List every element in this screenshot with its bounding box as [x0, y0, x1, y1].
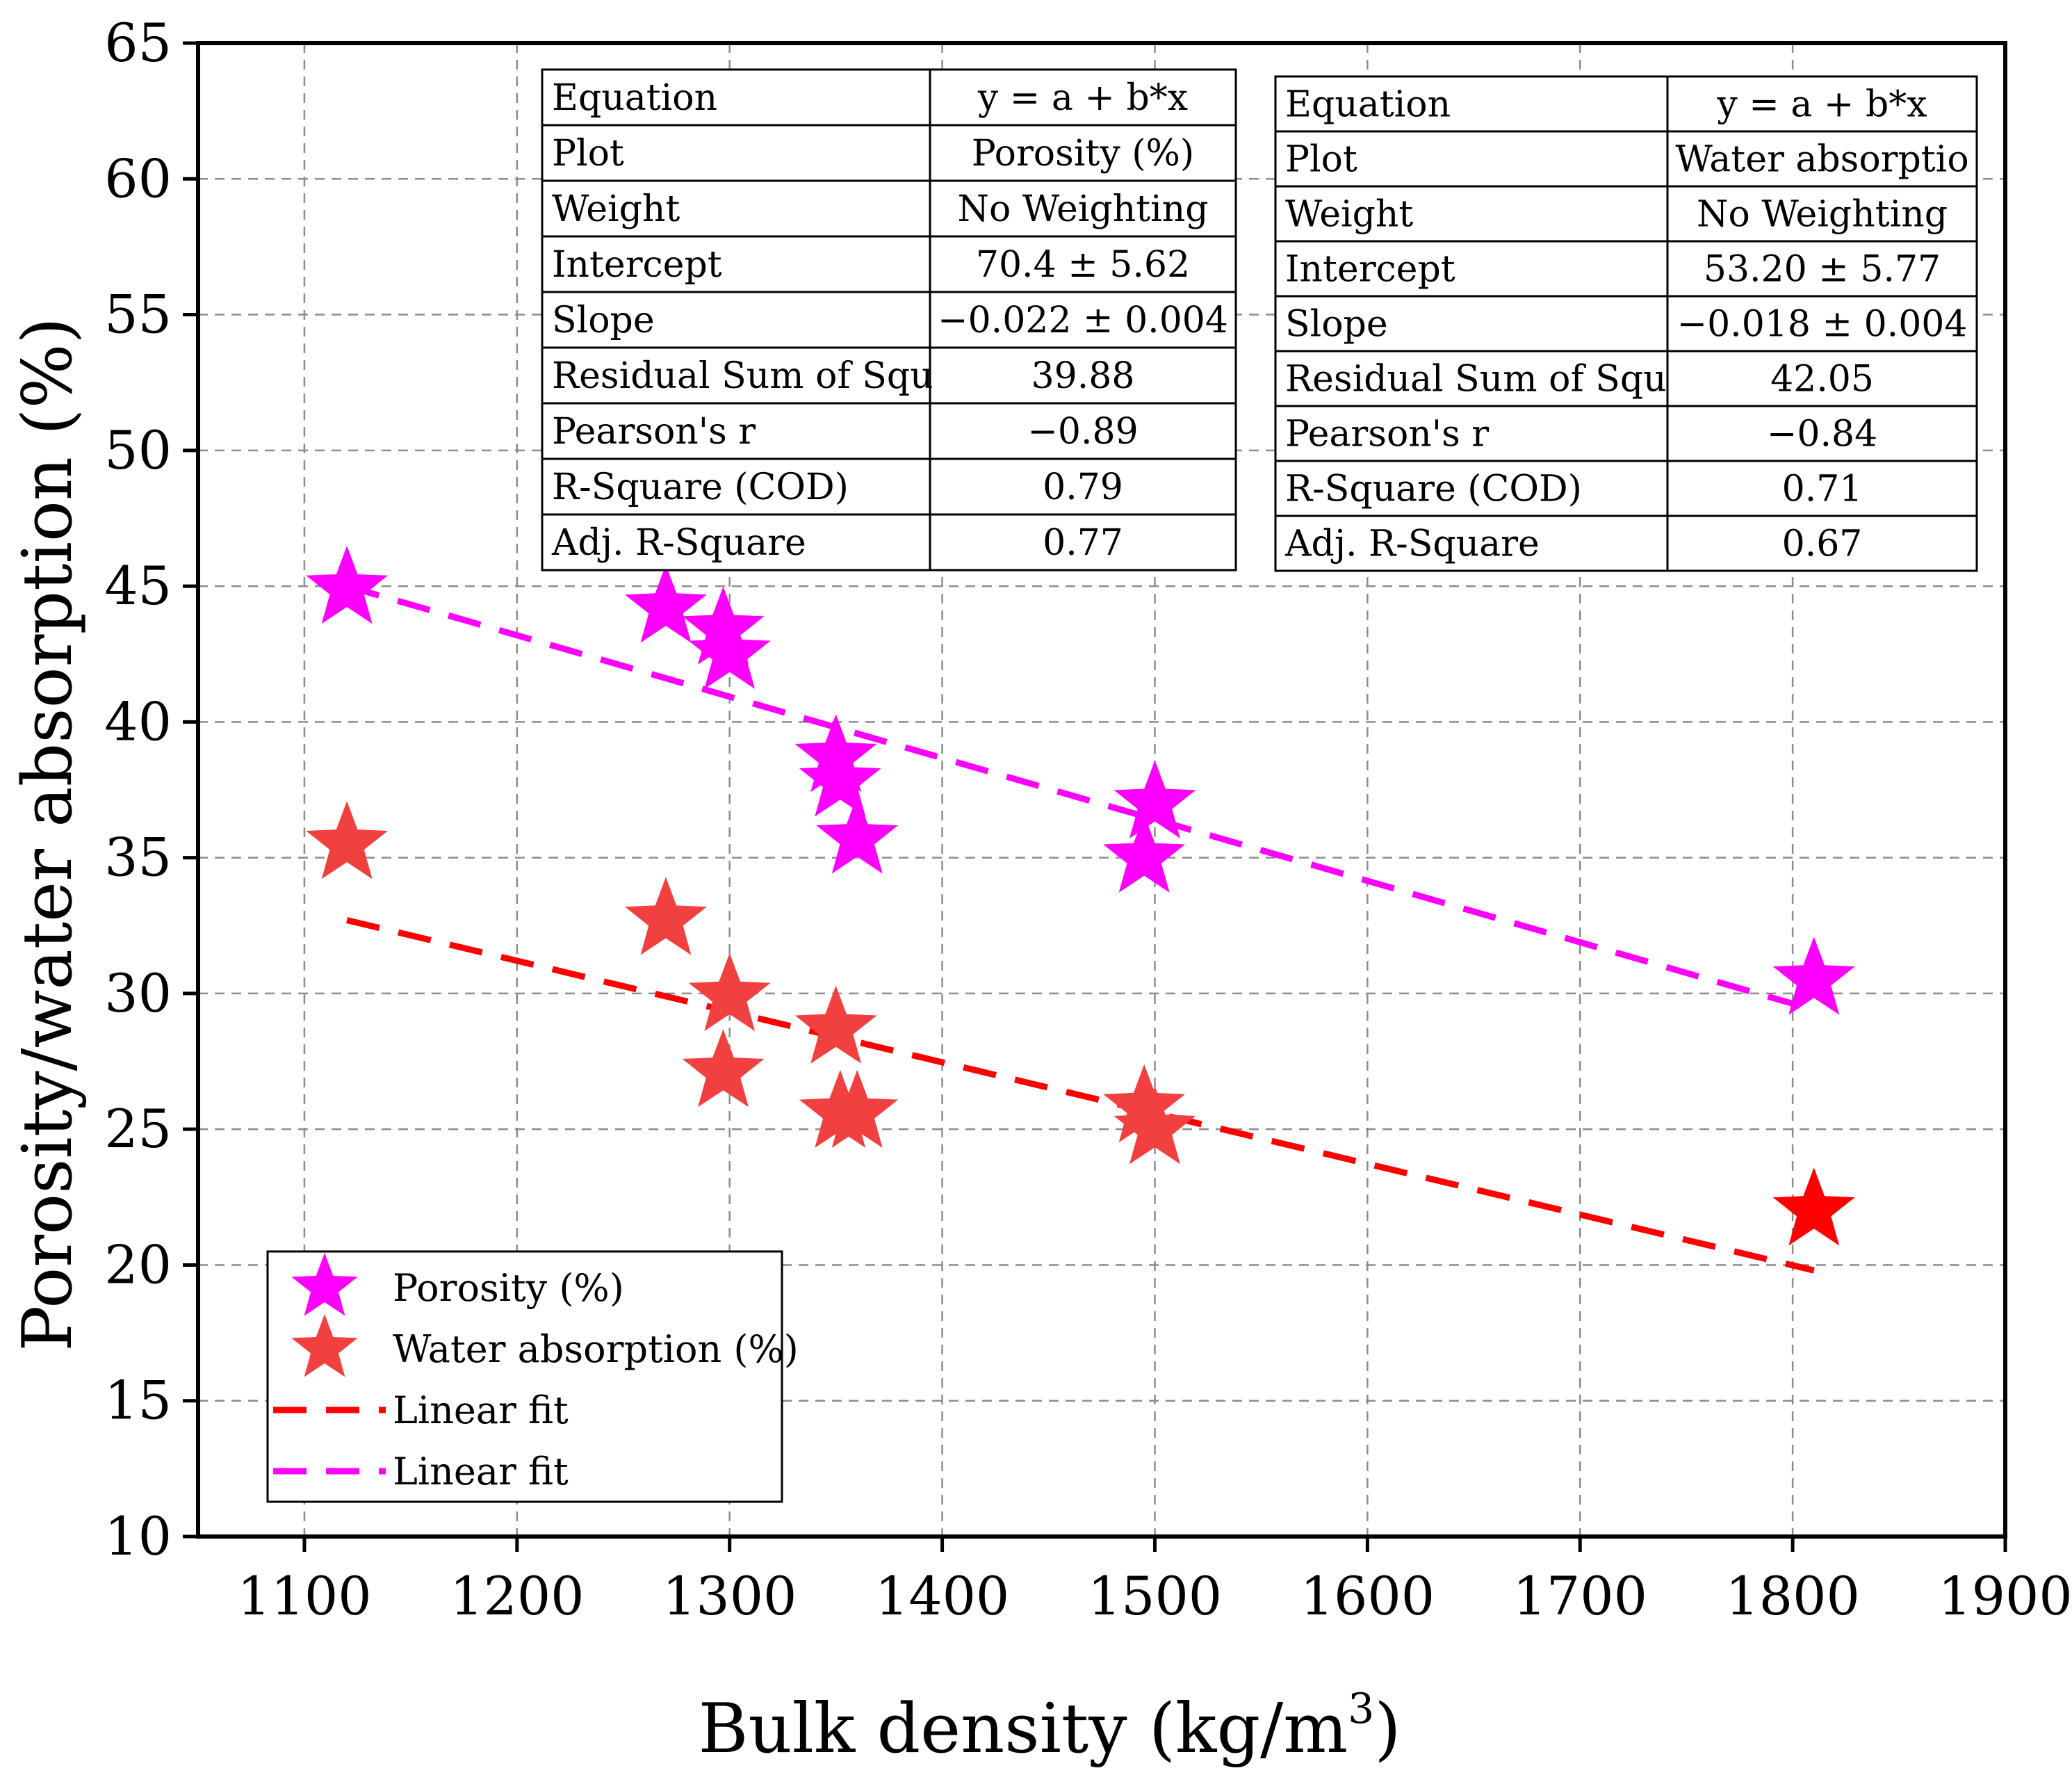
x-tick-label: 1100	[237, 1565, 371, 1627]
legend-marker-star	[291, 1314, 358, 1377]
x-tick-label: 1300	[662, 1565, 797, 1627]
x-tick-label: 1400	[875, 1565, 1009, 1627]
stats-row-value: −0.84	[1767, 414, 1877, 455]
data-point-star	[625, 565, 707, 643]
stats-row-value: y = a + b*x	[977, 77, 1188, 119]
stats-row-value: 0.79	[1043, 467, 1123, 508]
y-tick-label: 15	[104, 1370, 172, 1432]
stats-tables: Equation y = a + b*x Plot Porosity (%) Weigh…	[541, 68, 1978, 572]
stats-row-label: Adj. R-Square	[1284, 524, 1540, 565]
legend-label: Water absorption (%)	[393, 1327, 799, 1371]
stats-row-label: R-Square (COD)	[552, 467, 849, 508]
stats-row-label: Adj. R-Square	[551, 522, 806, 564]
data-point-star	[816, 795, 899, 874]
stats-row-value: 39.88	[1031, 355, 1135, 397]
y-tick-label: 45	[104, 555, 172, 617]
x-axis-title: Bulk density (kg/m3)	[698, 1685, 1401, 1769]
data-point-star	[1114, 760, 1196, 838]
data-point-star	[1103, 814, 1186, 893]
fit-lines	[345, 583, 1815, 1274]
stats-row-label: Plot	[1285, 139, 1357, 181]
y-tick-label: 40	[104, 690, 172, 752]
stats-row-value: Water absorptio	[1675, 139, 1968, 181]
stats-row-value: −0.022 ± 0.004	[938, 300, 1228, 341]
stats-row-label: Intercept	[552, 244, 722, 286]
x-tick-label: 1600	[1300, 1565, 1435, 1627]
data-point-star	[306, 801, 389, 880]
legend-box	[266, 1250, 783, 1503]
stats-row-label: Plot	[552, 133, 624, 175]
data-point-star	[625, 877, 707, 955]
stats-row-label: Equation	[1285, 84, 1451, 126]
stats-row-value: 0.67	[1782, 524, 1863, 565]
y-tick-label: 60	[104, 147, 172, 209]
stats-row-label: Weight	[552, 188, 680, 230]
y-tick-label: 10	[104, 1505, 172, 1567]
stats-table: Equation y = a + b*x Plot Porosity (%) Weigh…	[541, 68, 1237, 572]
data-point-star	[1772, 937, 1855, 1015]
stats-row-label: Equation	[552, 77, 717, 119]
stats-row-value: 53.20 ± 5.77	[1704, 249, 1941, 291]
stats-row-value: −0.89	[1027, 411, 1138, 453]
stats-row-label: Pearson's r	[1285, 414, 1489, 455]
plot-frame	[196, 41, 2007, 1539]
y-tick-label: 20	[104, 1233, 172, 1295]
axis-ticks: 1100 1200 1300 1400 1500 1600 1700 1800 1900 10 15…	[104, 12, 2072, 1627]
data-point-star	[688, 953, 771, 1031]
data-point-star	[688, 610, 771, 689]
y-tick-label: 50	[104, 419, 172, 481]
stats-row-value: 0.77	[1043, 522, 1123, 564]
y-axis-title: Porosity/water absorption (%)	[8, 317, 88, 1352]
stats-row-label: R-Square (COD)	[1285, 469, 1582, 510]
legend-marker-star	[291, 1253, 358, 1316]
data-point-star	[816, 1069, 899, 1148]
legend-label: Linear fit	[393, 1450, 569, 1493]
data-point-star	[1772, 1167, 1855, 1246]
x-tick-label: 1200	[450, 1565, 584, 1627]
stats-row-label: Intercept	[1285, 249, 1455, 291]
y-tick-label: 25	[104, 1098, 172, 1160]
stats-row-label: Slope	[1285, 304, 1388, 346]
y-tick-label: 35	[104, 827, 172, 889]
data-point-star	[682, 586, 765, 665]
stats-table-border	[541, 68, 1237, 572]
stats-row-value: No Weighting	[957, 188, 1208, 230]
data-point-star	[1103, 1064, 1186, 1143]
legend-label: Linear fit	[393, 1388, 569, 1432]
stats-row-value: No Weighting	[1697, 194, 1948, 236]
stats-row-value: −0.018 ± 0.004	[1677, 304, 1968, 346]
stats-row-value: 70.4 ± 5.62	[976, 244, 1190, 286]
legend-label: Porosity (%)	[393, 1266, 624, 1310]
stats-row-label: Pearson's r	[552, 411, 756, 453]
stats-row-label: Residual Sum of Squ	[1285, 359, 1667, 400]
y-tick-label: 55	[104, 284, 172, 346]
stats-row-label: Slope	[552, 300, 655, 341]
data-point-star	[799, 738, 881, 817]
y-tick-label: 30	[104, 962, 172, 1024]
stats-row-label: Residual Sum of Squ	[552, 355, 933, 397]
linear-fit-line	[346, 917, 1815, 1274]
data-points	[306, 546, 1855, 1246]
stats-table-border	[1274, 75, 1978, 572]
x-tick-label: 1800	[1725, 1565, 1859, 1627]
stats-row-value: y = a + b*x	[1716, 84, 1927, 126]
stats-table: Equation y = a + b*x Plot Water absorptio We…	[1274, 75, 1978, 572]
legend: Porosity (%) Water absorption (%) Linear f…	[266, 1250, 799, 1503]
data-point-star	[794, 985, 877, 1064]
x-tick-label: 1900	[1938, 1565, 2072, 1627]
data-point-star	[682, 1029, 765, 1108]
x-axis-title-end: )	[1374, 1689, 1401, 1769]
stats-row-value: 0.71	[1782, 469, 1863, 510]
x-tick-label: 1700	[1513, 1565, 1647, 1627]
linear-fit-line	[345, 583, 1815, 1013]
x-axis-title-superscript: 3	[1348, 1685, 1374, 1733]
x-tick-label: 1500	[1088, 1565, 1222, 1627]
data-point-star	[306, 546, 389, 624]
data-point-star	[1114, 1086, 1196, 1165]
stats-row-value: 42.05	[1770, 359, 1874, 400]
stats-row-value: Porosity (%)	[972, 133, 1194, 175]
stats-row-label: Weight	[1285, 194, 1413, 236]
y-tick-label: 65	[104, 12, 172, 74]
